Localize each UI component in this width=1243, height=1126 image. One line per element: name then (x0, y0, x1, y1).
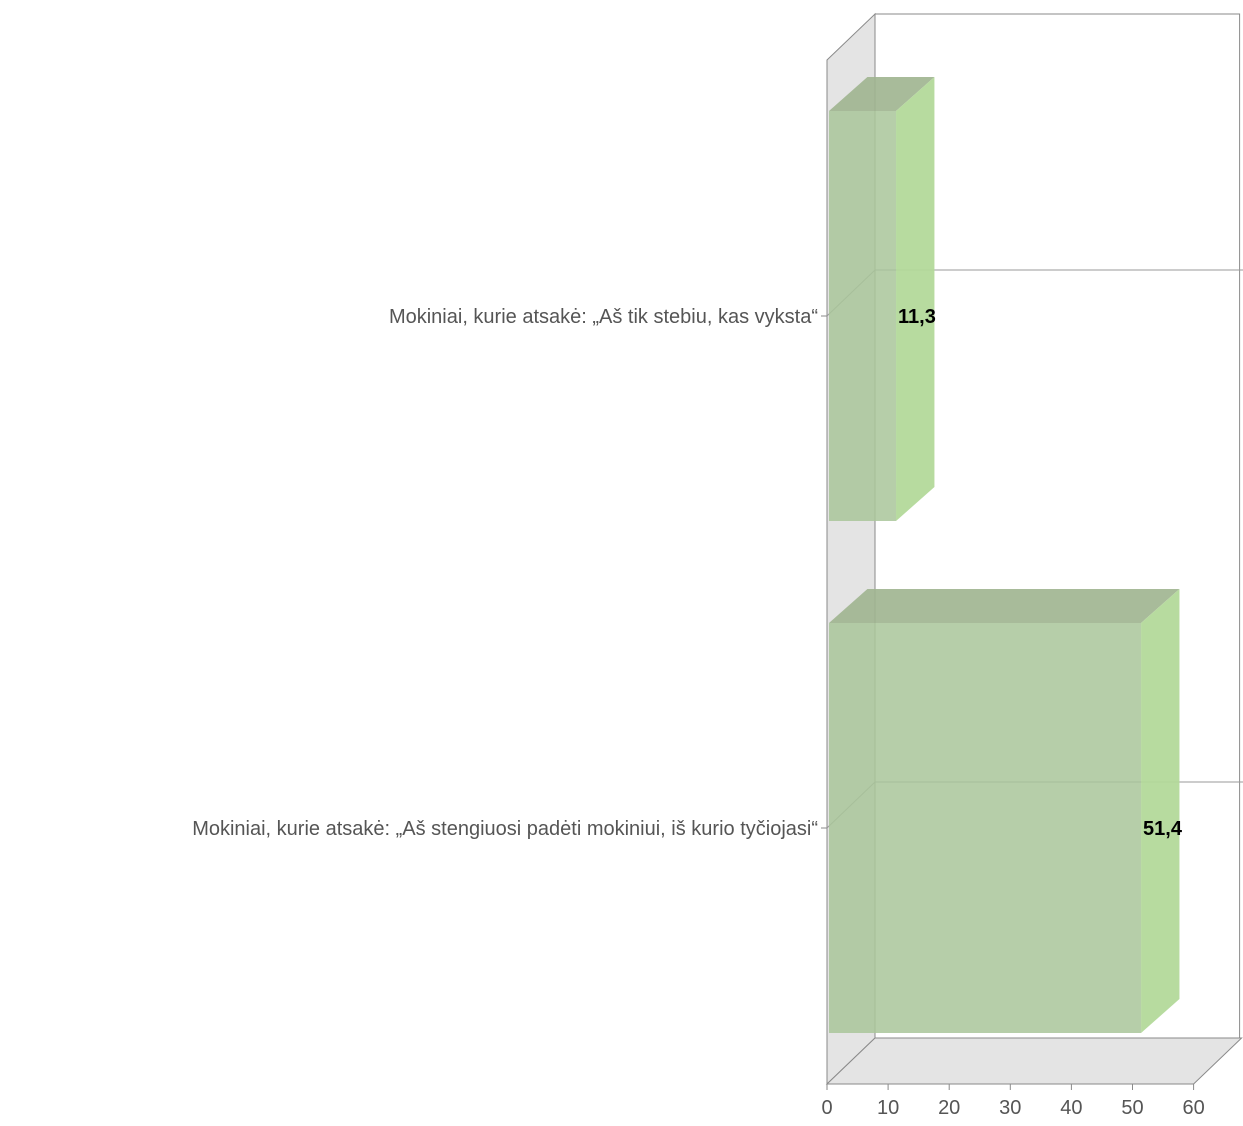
bar-front (829, 111, 897, 521)
data-labels: 11,3 51,4 (898, 306, 1183, 840)
x-tick-label: 30 (999, 1097, 1021, 1119)
data-label: 11,3 (898, 306, 936, 328)
category-label: Mokiniai, kurie atsakė: „Aš tik stebiu, … (389, 306, 818, 328)
x-tick-label: 50 (1121, 1097, 1143, 1119)
x-tick-label: 40 (1060, 1097, 1082, 1119)
bar-top (829, 589, 1180, 623)
y-axis: Mokiniai, kurie atsakė: „Aš tik stebiu, … (192, 306, 827, 840)
bar (829, 589, 1180, 1033)
x-tick-label: 10 (877, 1097, 899, 1119)
x-tick-label: 20 (938, 1097, 960, 1119)
data-label: 51,4 (1143, 818, 1183, 840)
bars (829, 77, 1180, 1033)
bar-side (896, 77, 935, 521)
bar-side (1141, 589, 1180, 1033)
bar-top (829, 77, 935, 111)
bar (829, 77, 935, 521)
floor (825, 1037, 1243, 1085)
x-axis: 0 10 20 30 40 50 60 (821, 1084, 1205, 1119)
x-tick-label: 0 (821, 1097, 832, 1119)
x-tick-label: 60 (1182, 1097, 1204, 1119)
category-label: Mokiniai, kurie atsakė: „Aš stengiuosi p… (192, 818, 818, 840)
bar-front (829, 623, 1142, 1033)
